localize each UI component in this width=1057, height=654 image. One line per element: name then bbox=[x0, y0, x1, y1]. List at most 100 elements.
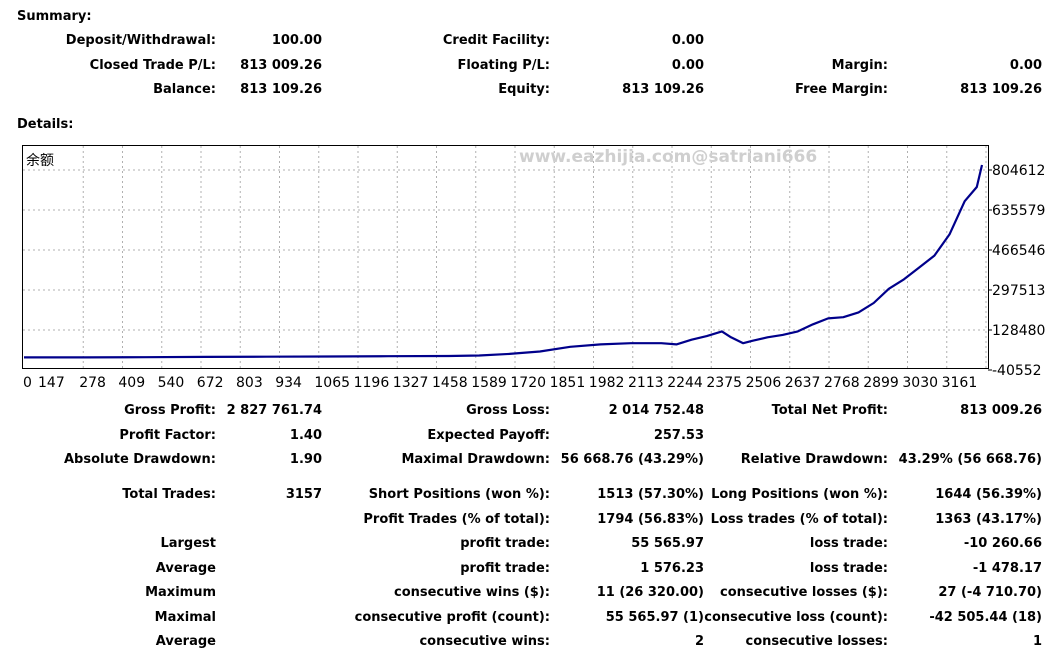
details-label: Maximum bbox=[145, 585, 216, 600]
summary-value: 0.00 bbox=[671, 58, 704, 73]
details-value: -10 260.66 bbox=[963, 536, 1042, 551]
details-label: Loss trades (% of total): bbox=[710, 512, 888, 527]
details-label: Expected Payoff: bbox=[427, 428, 550, 443]
summary-label: Closed Trade P/L: bbox=[89, 58, 216, 73]
details-value: 1 576.23 bbox=[640, 561, 704, 576]
details-label: Long Positions (won %): bbox=[711, 487, 888, 502]
details-label: Average bbox=[155, 634, 216, 649]
details-label: Relative Drawdown: bbox=[740, 452, 888, 467]
x-tick-label: 3161 bbox=[942, 375, 978, 391]
x-tick-label: 540 bbox=[158, 375, 185, 391]
details-label: Profit Trades (% of total): bbox=[363, 512, 550, 527]
summary-value: 813 109.26 bbox=[622, 82, 704, 97]
y-tick-label: 635579 bbox=[992, 203, 1045, 219]
details-value: 55 565.97 bbox=[631, 536, 704, 551]
summary-value: 813 109.26 bbox=[240, 82, 322, 97]
details-label: Maximal bbox=[154, 610, 216, 625]
summary-value: 813 109.26 bbox=[960, 82, 1042, 97]
x-tick-label: 2375 bbox=[706, 375, 742, 391]
chart-frame bbox=[22, 145, 989, 369]
details-label: Gross Loss: bbox=[466, 403, 550, 418]
details-value: 27 (-4 710.70) bbox=[938, 585, 1042, 600]
summary-value: 813 009.26 bbox=[240, 58, 322, 73]
summary-label: Deposit/Withdrawal: bbox=[65, 33, 216, 48]
x-tick-label: 278 bbox=[79, 375, 106, 391]
details-label: consecutive losses: bbox=[745, 634, 888, 649]
details-value: 56 668.76 (43.29%) bbox=[560, 452, 704, 467]
details-label: profit trade: bbox=[460, 536, 550, 551]
summary-title: Summary: bbox=[17, 9, 92, 24]
details-label: Maximal Drawdown: bbox=[401, 452, 550, 467]
balance-line bbox=[24, 164, 984, 359]
summary-label: Floating P/L: bbox=[457, 58, 550, 73]
x-tick-label: 2506 bbox=[746, 375, 782, 391]
details-value: 1 bbox=[1032, 634, 1042, 649]
details-title: Details: bbox=[17, 117, 74, 132]
summary-value: 0.00 bbox=[1009, 58, 1042, 73]
x-tick-label: 1196 bbox=[354, 375, 390, 391]
x-tick-label: 803 bbox=[236, 375, 263, 391]
details-value: 1644 (56.39%) bbox=[935, 487, 1042, 502]
summary-label: Equity: bbox=[498, 82, 550, 97]
details-label: Profit Factor: bbox=[119, 428, 216, 443]
x-tick-label: 1327 bbox=[393, 375, 429, 391]
details-value: 2 827 761.74 bbox=[226, 403, 322, 418]
y-tick-label: 128480 bbox=[992, 323, 1045, 339]
x-tick-label: 1851 bbox=[550, 375, 586, 391]
x-tick-label: 1720 bbox=[510, 375, 546, 391]
x-tick-label: 934 bbox=[275, 375, 302, 391]
chart-title: 余额 bbox=[26, 152, 54, 169]
details-value: 257.53 bbox=[653, 428, 704, 443]
details-value: 3157 bbox=[285, 487, 322, 502]
details-value: 1.90 bbox=[289, 452, 322, 467]
x-tick-label: 3030 bbox=[902, 375, 938, 391]
details-value: 1794 (56.83%) bbox=[597, 512, 704, 527]
details-value: 1363 (43.17%) bbox=[935, 512, 1042, 527]
y-tick-label: 804612 bbox=[992, 163, 1045, 179]
summary-value: 0.00 bbox=[671, 33, 704, 48]
details-value: 2 bbox=[694, 634, 704, 649]
x-tick-label: 1458 bbox=[432, 375, 468, 391]
details-label: consecutive loss (count): bbox=[704, 610, 888, 625]
details-label: Average bbox=[155, 561, 216, 576]
details-value: 2 014 752.48 bbox=[608, 403, 704, 418]
x-tick-label: 2637 bbox=[785, 375, 821, 391]
x-tick-label: 1589 bbox=[471, 375, 507, 391]
details-label: Largest bbox=[160, 536, 216, 551]
summary-label: Free Margin: bbox=[795, 82, 888, 97]
x-tick-label: 2244 bbox=[667, 375, 703, 391]
details-value: -1 478.17 bbox=[972, 561, 1042, 576]
x-tick-label: 2899 bbox=[863, 375, 899, 391]
y-tick-label: -40552 bbox=[992, 363, 1042, 379]
balance-chart: 804612 635579 466546 297513 128480 -40552 0 147… bbox=[22, 145, 1046, 391]
x-tick-label: 672 bbox=[197, 375, 224, 391]
y-tick-label: 466546 bbox=[992, 243, 1046, 259]
x-tick-label: 0 bbox=[23, 375, 32, 391]
x-tick-label: 2113 bbox=[628, 375, 664, 391]
details-value: 11 (26 320.00) bbox=[596, 585, 704, 600]
details-label: loss trade: bbox=[809, 536, 888, 551]
x-tick-label: 1065 bbox=[314, 375, 350, 391]
x-tick-label: 409 bbox=[118, 375, 145, 391]
summary-label: Balance: bbox=[153, 82, 216, 97]
details-value: -42 505.44 (18) bbox=[929, 610, 1042, 625]
x-tick-label: 1982 bbox=[589, 375, 625, 391]
details-value: 1513 (57.30%) bbox=[597, 487, 704, 502]
details-label: consecutive profit (count): bbox=[354, 610, 550, 625]
details-label: consecutive wins: bbox=[419, 634, 550, 649]
details-value: 55 565.97 (1) bbox=[605, 610, 704, 625]
summary-label: Margin: bbox=[831, 58, 888, 73]
balance-chart-svg: 804612 635579 466546 297513 128480 -40552 0 147… bbox=[22, 145, 1046, 391]
details-label: consecutive wins ($): bbox=[393, 585, 550, 600]
details-label: Absolute Drawdown: bbox=[64, 452, 216, 467]
details-label: Total Net Profit: bbox=[771, 403, 888, 418]
details-label: consecutive losses ($): bbox=[720, 585, 888, 600]
details-label: Short Positions (won %): bbox=[368, 487, 550, 502]
details-label: Total Trades: bbox=[122, 487, 216, 502]
x-tick-label: 2768 bbox=[824, 375, 860, 391]
details-label: loss trade: bbox=[809, 561, 888, 576]
y-tick-label: 297513 bbox=[992, 283, 1045, 299]
details-value: 1.40 bbox=[289, 428, 322, 443]
details-value: 813 009.26 bbox=[960, 403, 1042, 418]
details-label: profit trade: bbox=[460, 561, 550, 576]
